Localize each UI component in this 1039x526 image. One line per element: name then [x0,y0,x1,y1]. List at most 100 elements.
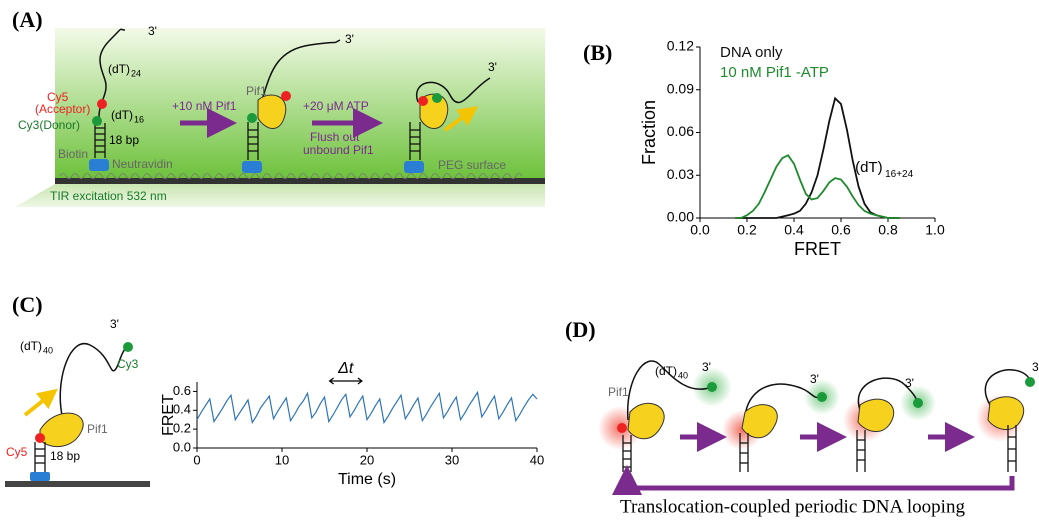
y-tick-label: 0.03 [667,166,694,182]
label: (dT) [20,339,42,353]
label: 16 [134,114,144,124]
cy3 [92,116,102,126]
ssdna [415,77,491,104]
panel-label: (D) [565,317,596,342]
cy3 [123,342,133,352]
annotation: (dT) [855,159,883,176]
x-tick-label: 0.4 [784,222,804,238]
label: Pif1 [246,84,267,98]
pif1 [987,396,1025,430]
tir-beam [15,184,545,207]
label: Cy5 [47,90,69,104]
label: Flush out [310,130,360,144]
cy3 [817,392,827,402]
label: 3' [810,372,819,386]
y-tick-label: 0.09 [667,80,694,96]
label: (dT) [655,364,677,378]
duplex [1007,425,1017,472]
pif1 [39,412,84,448]
duplex [739,433,749,472]
label: Biotin [58,147,88,161]
cy5 [418,96,428,106]
surface [5,481,150,487]
duplex [94,123,106,158]
x-tick-label: 30 [445,452,459,467]
x-tick-label: 0.2 [737,222,757,238]
panel-label: (B) [583,40,612,65]
ssdna [261,39,341,101]
label: 24 [131,68,141,78]
y-tick-label: 0.4 [173,402,191,417]
cy5 [617,423,627,433]
pif1 [627,402,665,440]
y-tick-label: 0.6 [173,383,191,398]
duplex [409,122,421,160]
evanescent-field [55,28,545,180]
duplex [856,430,866,472]
ssdna [744,383,823,421]
label: Pif1 [608,385,629,399]
label: Pif1 [87,422,108,436]
label: 40 [43,345,53,355]
label: +20 μM ATP [303,99,369,113]
cy5 [97,99,107,109]
cy5 [35,433,45,443]
neutravidin [30,472,50,481]
pif1 [741,404,778,439]
ssdna [627,360,713,421]
x-tick-label: 1.0 [925,222,945,238]
label: (dT) [108,62,130,76]
label: 3' [905,376,914,390]
label: (dT) [111,108,133,122]
y-tick-label: 0.0 [173,439,191,454]
x-tick-label: 0.6 [831,222,851,238]
x-tick-label: 40 [530,452,544,467]
label: Cy3(Donor) [18,118,80,132]
cy5 [281,91,291,101]
label: 3' [345,32,354,46]
label: unbound Pif1 [303,143,374,157]
label: PEG surface [438,158,506,172]
duplex [34,442,46,472]
ssdna [59,342,131,416]
peg-brush [59,173,523,179]
label: +10 nM Pif1 [172,99,237,113]
y-tick-label: 0.06 [667,123,694,139]
x-tick-label: 10 [275,452,289,467]
label: Neutravidin [112,157,173,171]
label: 3' [488,60,497,74]
return-arrow [612,465,1015,495]
label: 3' [110,317,119,331]
label: 18 bp [50,449,80,463]
x-tick-label: 0 [193,452,200,467]
series-line [735,154,900,219]
panel-label: (C) [12,292,43,317]
label: 3' [148,24,157,38]
x-tick-label: 0.0 [690,222,710,238]
cy3 [707,382,717,392]
annotation-sub: 16+24 [885,169,914,180]
series-line [196,390,538,425]
cy3 [913,398,923,408]
annotation: Δt [337,360,354,377]
interval-arrow [328,377,363,385]
caption: Translocation-coupled periodic DNA loopi… [620,496,965,517]
surface [55,178,545,184]
duplex [247,122,259,160]
label: (Acceptor) [35,102,90,116]
label: 3' [702,360,711,374]
legend-entry: DNA only [720,44,783,61]
panel-label: (A) [12,7,43,32]
y-tick-label: 0.12 [667,38,694,54]
y-tick-label: 0.2 [173,421,191,436]
x-tick-label: 20 [360,452,374,467]
label: 3 [1032,360,1039,374]
y-axis-label: Fraction [639,100,659,165]
neutravidin [242,161,262,173]
label: 18 bp [109,133,139,147]
ssdna [984,369,1031,406]
label: TIR excitation 532 nm [50,189,167,203]
series-line [735,96,900,219]
